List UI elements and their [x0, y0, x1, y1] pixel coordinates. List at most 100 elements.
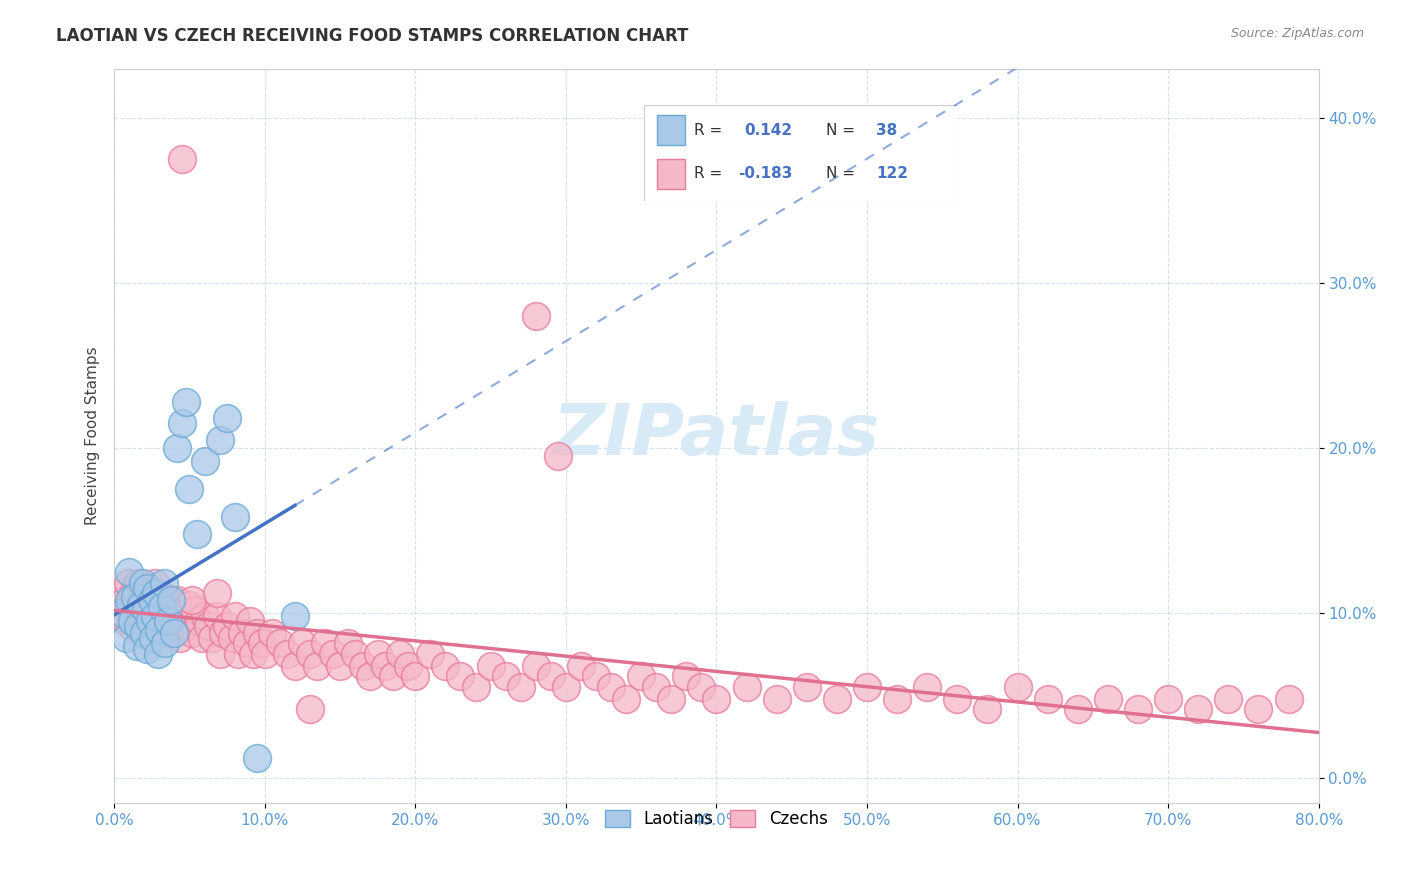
Point	[141, 598, 163, 612]
Point	[298, 702, 321, 716]
Point	[143, 576, 166, 591]
Point	[307, 659, 329, 673]
Point	[112, 609, 135, 624]
Point	[172, 609, 194, 624]
Point	[946, 692, 969, 706]
Point	[136, 582, 159, 596]
Point	[170, 417, 193, 431]
Point	[630, 669, 652, 683]
Point	[856, 681, 879, 695]
Point	[141, 593, 163, 607]
Point	[291, 636, 314, 650]
Point	[434, 659, 457, 673]
Text: ZIPatlas: ZIPatlas	[553, 401, 880, 470]
Point	[464, 681, 486, 695]
Point	[246, 626, 269, 640]
Point	[125, 603, 148, 617]
Point	[193, 609, 215, 624]
Point	[253, 648, 276, 662]
Point	[659, 692, 682, 706]
Point	[124, 590, 146, 604]
Point	[181, 626, 204, 640]
Point	[404, 669, 426, 683]
Point	[284, 609, 307, 624]
Point	[336, 636, 359, 650]
Point	[134, 586, 156, 600]
Point	[157, 615, 180, 629]
Point	[217, 619, 239, 633]
Point	[217, 411, 239, 425]
Point	[127, 619, 149, 633]
Point	[127, 576, 149, 591]
Point	[121, 590, 143, 604]
Point	[153, 576, 176, 591]
Point	[150, 615, 173, 629]
Point	[352, 659, 374, 673]
Point	[193, 454, 215, 468]
Point	[1187, 702, 1209, 716]
Point	[190, 631, 212, 645]
Point	[796, 681, 818, 695]
Point	[1036, 692, 1059, 706]
Point	[139, 626, 162, 640]
Point	[569, 659, 592, 673]
Point	[160, 593, 183, 607]
Point	[170, 153, 193, 167]
Point	[239, 615, 262, 629]
Point	[765, 692, 787, 706]
Point	[235, 636, 257, 650]
Point	[269, 636, 291, 650]
Point	[1067, 702, 1090, 716]
Point	[139, 615, 162, 629]
Point	[201, 631, 224, 645]
Point	[396, 659, 419, 673]
Point	[111, 606, 134, 620]
Point	[176, 395, 198, 409]
Point	[976, 702, 998, 716]
Point	[122, 609, 145, 624]
Point	[419, 648, 441, 662]
Point	[128, 619, 150, 633]
Point	[359, 669, 381, 683]
Point	[262, 626, 284, 640]
Point	[1278, 692, 1301, 706]
Point	[135, 603, 157, 617]
Point	[118, 598, 141, 612]
Point	[186, 527, 208, 541]
Y-axis label: Receiving Food Stamps: Receiving Food Stamps	[86, 346, 100, 525]
Point	[298, 648, 321, 662]
Point	[179, 483, 201, 497]
Point	[166, 593, 188, 607]
Point	[117, 576, 139, 591]
Point	[124, 582, 146, 596]
Point	[1218, 692, 1240, 706]
Point	[150, 599, 173, 614]
Point	[706, 692, 728, 706]
Point	[645, 681, 668, 695]
Point	[129, 593, 152, 607]
Point	[136, 642, 159, 657]
Point	[284, 659, 307, 673]
Point	[111, 586, 134, 600]
Point	[118, 593, 141, 607]
Point	[155, 590, 177, 604]
Point	[142, 619, 165, 633]
Point	[120, 619, 142, 633]
Point	[148, 623, 170, 637]
Point	[136, 582, 159, 596]
Point	[509, 681, 531, 695]
Point	[118, 565, 141, 579]
Point	[143, 609, 166, 624]
Point	[145, 615, 167, 629]
Point	[1007, 681, 1029, 695]
Point	[547, 450, 569, 464]
Point	[211, 626, 233, 640]
Point	[321, 648, 343, 662]
Point	[197, 619, 219, 633]
Point	[208, 433, 231, 447]
Point	[145, 586, 167, 600]
Point	[169, 631, 191, 645]
Point	[132, 615, 155, 629]
Point	[242, 648, 264, 662]
Point	[157, 626, 180, 640]
